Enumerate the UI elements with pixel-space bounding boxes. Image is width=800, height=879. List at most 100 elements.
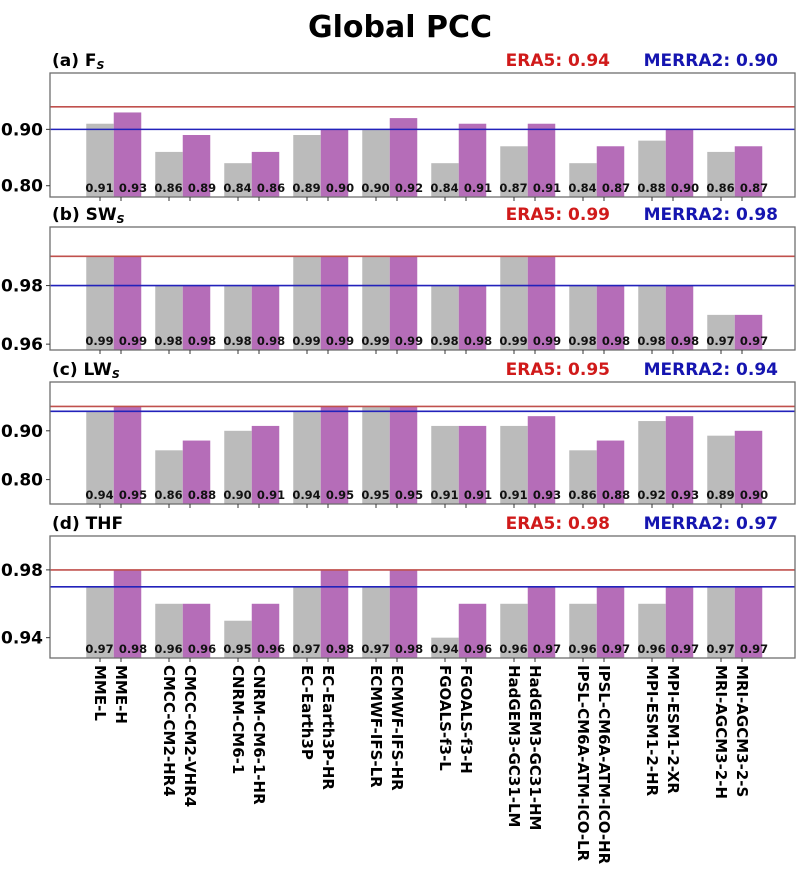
bar-value-label-low: 0.99	[499, 334, 527, 348]
plot-area	[50, 255, 795, 350]
bar-value-label-low: 0.99	[361, 334, 389, 348]
bar-value-label-high: 0.90	[326, 181, 354, 195]
bar-value-label-low: 0.89	[292, 181, 320, 195]
x-tick-label-high-res: FGOALS-f3-H	[457, 665, 475, 774]
bar-low-res	[86, 256, 114, 350]
x-tick-label-low-res: MRI-AGCM3-2-H	[712, 665, 730, 799]
bar-high-res	[527, 123, 556, 197]
bar-low-res	[569, 163, 597, 197]
bar-value-label-low: 0.97	[85, 642, 113, 656]
bar-value-label-high: 0.99	[395, 334, 423, 348]
bar-value-label-low: 0.98	[154, 334, 182, 348]
y-tick-label: 0.94	[1, 629, 43, 649]
bar-low-res	[362, 129, 390, 197]
plot-area	[50, 106, 795, 197]
bar-low-res	[569, 285, 597, 350]
bar-value-label-high: 0.89	[188, 181, 216, 195]
bar-value-label-high: 0.90	[740, 488, 768, 502]
bar-value-label-high: 0.99	[326, 334, 354, 348]
bar-high-res	[458, 425, 487, 504]
panel-title: (b) SWS	[52, 205, 125, 226]
bar-low-res	[155, 450, 183, 504]
bar-low-res	[638, 603, 666, 658]
plot-area	[50, 569, 795, 658]
bar-value-label-low: 0.84	[223, 181, 251, 195]
bar-low-res	[707, 314, 735, 350]
panel-c: (c) LWS ERA5: 0.95 MERRA2: 0.94 0.94 0.95 0.8…	[1, 360, 796, 508]
bar-value-label-high: 0.96	[464, 642, 492, 656]
bar-value-label-high: 0.98	[257, 334, 285, 348]
bar-low-res	[431, 637, 459, 658]
x-tick-label-high-res: ECMWF-IFS-HR	[388, 665, 406, 791]
bar-value-label-high: 0.99	[533, 334, 561, 348]
bar-high-res	[113, 406, 142, 504]
bar-high-res	[665, 416, 694, 504]
bar-low-res	[500, 256, 528, 350]
bar-low-res	[569, 603, 597, 658]
bar-low-res	[638, 140, 666, 197]
bar-value-label-high: 0.93	[671, 488, 699, 502]
bar-low-res	[155, 603, 183, 658]
bar-value-label-high: 0.98	[119, 642, 147, 656]
bar-low-res	[431, 425, 459, 504]
panel-title: (c) LWS	[52, 360, 120, 381]
y-tick-label: 0.90	[1, 120, 43, 140]
bar-high-res	[320, 129, 349, 197]
bar-value-label-high: 0.86	[257, 181, 285, 195]
bar-value-label-high: 0.97	[602, 642, 630, 656]
x-tick-label-low-res: ECMWF-IFS-LR	[367, 665, 385, 788]
bar-value-label-low: 0.94	[430, 642, 458, 656]
bar-value-label-low: 0.94	[292, 488, 320, 502]
panel-title-subscript: S	[112, 368, 120, 381]
panel-title-subscript: S	[117, 213, 125, 226]
bar-value-label-high: 0.93	[119, 181, 147, 195]
bar-low-res	[155, 151, 183, 197]
bar-high-res	[389, 569, 418, 658]
bar-value-label-low: 0.96	[154, 642, 182, 656]
bar-low-res	[293, 135, 321, 197]
bar-value-label-high: 0.98	[671, 334, 699, 348]
bar-low-res	[362, 256, 390, 350]
bar-high-res	[182, 135, 211, 197]
bar-high-res	[596, 440, 625, 504]
panel-title: (d) THF	[52, 514, 123, 534]
bar-low-res	[431, 285, 459, 350]
panel-a: (a) FS ERA5: 0.94 MERRA2: 0.90 0.91 0.93 0.86…	[1, 51, 796, 201]
axes-frame	[49, 226, 796, 351]
bar-value-label-high: 0.93	[533, 488, 561, 502]
bar-low-res	[638, 285, 666, 350]
bar-value-label-high: 0.95	[326, 488, 354, 502]
merra2-reference-label: MERRA2: 0.90	[644, 51, 779, 71]
bar-high-res	[251, 151, 280, 197]
chart-title: Global PCC	[308, 10, 492, 45]
axes-frame	[49, 381, 796, 505]
bar-value-label-high: 0.87	[602, 181, 630, 195]
bar-value-label-low: 0.84	[568, 181, 596, 195]
bar-value-label-high: 0.90	[671, 181, 699, 195]
bar-high-res	[458, 123, 487, 197]
merra2-reference-label: MERRA2: 0.97	[644, 514, 778, 534]
bar-value-label-high: 0.97	[740, 334, 768, 348]
bar-value-label-low: 0.98	[568, 334, 596, 348]
bar-value-label-low: 0.86	[154, 181, 182, 195]
bar-value-label-low: 0.89	[706, 488, 734, 502]
panel-b: (b) SWS ERA5: 0.99 MERRA2: 0.98 0.99 0.99 0.9…	[1, 205, 796, 355]
bar-low-res	[293, 411, 321, 504]
bar-low-res	[569, 450, 597, 504]
bar-low-res	[500, 603, 528, 658]
bar-value-label-high: 0.91	[257, 488, 285, 502]
bar-high-res	[389, 256, 418, 350]
x-tick-label-high-res: CNRM-CM6-1-HR	[250, 665, 268, 805]
x-tick-label-high-res: EC-Earth3P-HR	[319, 665, 337, 790]
y-tick-label: 0.80	[1, 177, 43, 197]
bar-value-label-high: 0.92	[395, 181, 423, 195]
bar-value-label-low: 0.86	[568, 488, 596, 502]
bar-value-label-low: 0.97	[292, 642, 320, 656]
x-tick-label-low-res: FGOALS-f3-L	[436, 665, 454, 771]
bar-high-res	[527, 256, 556, 350]
bar-value-label-low: 0.91	[430, 488, 458, 502]
bar-value-label-high: 0.88	[602, 488, 630, 502]
bar-high-res	[734, 146, 763, 197]
bar-value-label-high: 0.97	[740, 642, 768, 656]
